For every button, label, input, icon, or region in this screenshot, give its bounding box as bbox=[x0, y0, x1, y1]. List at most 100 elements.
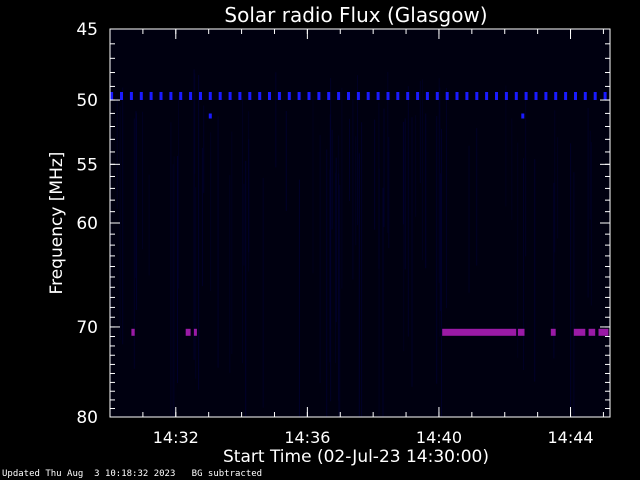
chart-features bbox=[110, 92, 609, 336]
noise-stripe bbox=[425, 113, 427, 269]
band-dot bbox=[416, 92, 420, 100]
noise-stripe bbox=[142, 111, 143, 250]
band-dot bbox=[208, 92, 212, 100]
noise-stripe bbox=[402, 121, 404, 225]
noise-stripe bbox=[374, 119, 376, 230]
footer-status: Updated Thu Aug 3 10:18:32 2023 BG subtr… bbox=[2, 469, 262, 479]
noise-stripe bbox=[201, 147, 203, 287]
band-dot bbox=[129, 92, 133, 100]
band-dot bbox=[504, 92, 508, 100]
noise-stripe bbox=[245, 161, 247, 417]
noise-stripe bbox=[210, 132, 212, 291]
y-tick-label: 60 bbox=[76, 214, 98, 234]
noise-stripe bbox=[358, 153, 360, 418]
band-dot bbox=[583, 92, 587, 100]
noise-stripe bbox=[335, 172, 336, 363]
x-tick-label: 14:44 bbox=[547, 428, 593, 447]
band-dot bbox=[603, 92, 607, 100]
noise-stripe bbox=[133, 118, 135, 369]
background-noise bbox=[110, 69, 592, 418]
band-dot bbox=[228, 92, 232, 100]
noise-stripe bbox=[355, 136, 357, 246]
burst-segment bbox=[131, 328, 135, 336]
noise-stripe bbox=[419, 80, 421, 183]
noise-stripe bbox=[338, 173, 340, 401]
noise-stripe bbox=[198, 75, 200, 390]
noise-stripe bbox=[589, 130, 591, 220]
noise-stripe bbox=[378, 102, 380, 269]
band-dot bbox=[534, 92, 538, 100]
band-dot bbox=[347, 92, 350, 100]
x-tick-label: 14:36 bbox=[284, 428, 330, 447]
band-dot bbox=[199, 92, 202, 100]
band-dot bbox=[277, 92, 281, 100]
band-dot bbox=[120, 92, 123, 100]
noise-stripe bbox=[148, 174, 150, 276]
noise-stripe bbox=[511, 118, 513, 220]
band-dot bbox=[386, 92, 390, 100]
band-dot bbox=[376, 92, 380, 100]
noise-stripe bbox=[194, 73, 196, 174]
noise-stripe bbox=[440, 173, 442, 311]
band-dot bbox=[455, 92, 459, 100]
noise-stripe bbox=[170, 122, 172, 418]
noise-stripe bbox=[439, 87, 441, 337]
noise-stripe bbox=[135, 111, 137, 278]
noise-stripe bbox=[525, 90, 527, 257]
noise-stripe bbox=[119, 106, 121, 341]
updated-timestamp: Updated Thu Aug 3 10:18:32 2023 bbox=[2, 469, 176, 479]
burst-segment bbox=[185, 328, 191, 336]
band-dot bbox=[169, 92, 173, 100]
noise-stripe bbox=[554, 110, 556, 253]
noise-stripe bbox=[243, 183, 245, 266]
band-dot bbox=[445, 92, 449, 100]
band-dot bbox=[307, 92, 311, 100]
band-dot bbox=[514, 92, 518, 100]
band-dot bbox=[435, 92, 439, 100]
burst-segment bbox=[550, 328, 556, 336]
y-axis: 45 50 55 60 70 80 bbox=[76, 20, 610, 428]
noise-stripe bbox=[338, 135, 340, 417]
noise-stripe bbox=[407, 86, 409, 337]
noise-stripe bbox=[110, 127, 112, 323]
noise-stripe bbox=[242, 97, 243, 364]
noise-stripe bbox=[361, 122, 363, 418]
noise-stripe bbox=[116, 98, 118, 209]
band-dot bbox=[574, 92, 577, 100]
band-dot bbox=[238, 92, 242, 100]
band-dot bbox=[139, 92, 143, 100]
noise-stripe bbox=[557, 137, 559, 239]
noise-stripe bbox=[339, 185, 341, 417]
noise-stripe bbox=[298, 179, 300, 417]
noise-stripe bbox=[387, 71, 389, 233]
x-tick-label: 14:32 bbox=[153, 428, 199, 447]
noise-stripe bbox=[203, 105, 205, 193]
noise-stripe bbox=[415, 115, 417, 217]
noise-stripe bbox=[357, 75, 358, 226]
noise-stripe bbox=[229, 175, 231, 373]
noise-stripe bbox=[248, 139, 250, 253]
burst-segment bbox=[598, 328, 609, 336]
noise-stripe bbox=[383, 108, 385, 227]
noise-stripe bbox=[476, 128, 478, 266]
burst-segment bbox=[573, 328, 586, 336]
noise-stripe bbox=[330, 78, 332, 402]
noise-stripe bbox=[438, 78, 440, 283]
band-dot bbox=[110, 92, 114, 100]
band-dot bbox=[475, 92, 479, 100]
noise-stripe bbox=[349, 118, 350, 201]
band-dot bbox=[495, 92, 498, 100]
x-tick-label: 14:40 bbox=[416, 428, 462, 447]
noise-stripe bbox=[378, 168, 380, 417]
band-dot bbox=[218, 92, 222, 100]
noise-stripe bbox=[262, 177, 264, 408]
y-tick-label: 70 bbox=[76, 318, 98, 338]
burst-segment bbox=[588, 328, 596, 336]
noise-stripe bbox=[505, 85, 507, 207]
noise-stripe bbox=[231, 131, 233, 354]
noise-stripe bbox=[217, 116, 219, 368]
noise-stripe bbox=[468, 145, 470, 293]
x-axis-label: Start Time (02-Jul-23 14:30:00) bbox=[223, 447, 489, 467]
band-dot bbox=[564, 92, 568, 100]
noise-stripe bbox=[411, 117, 413, 387]
